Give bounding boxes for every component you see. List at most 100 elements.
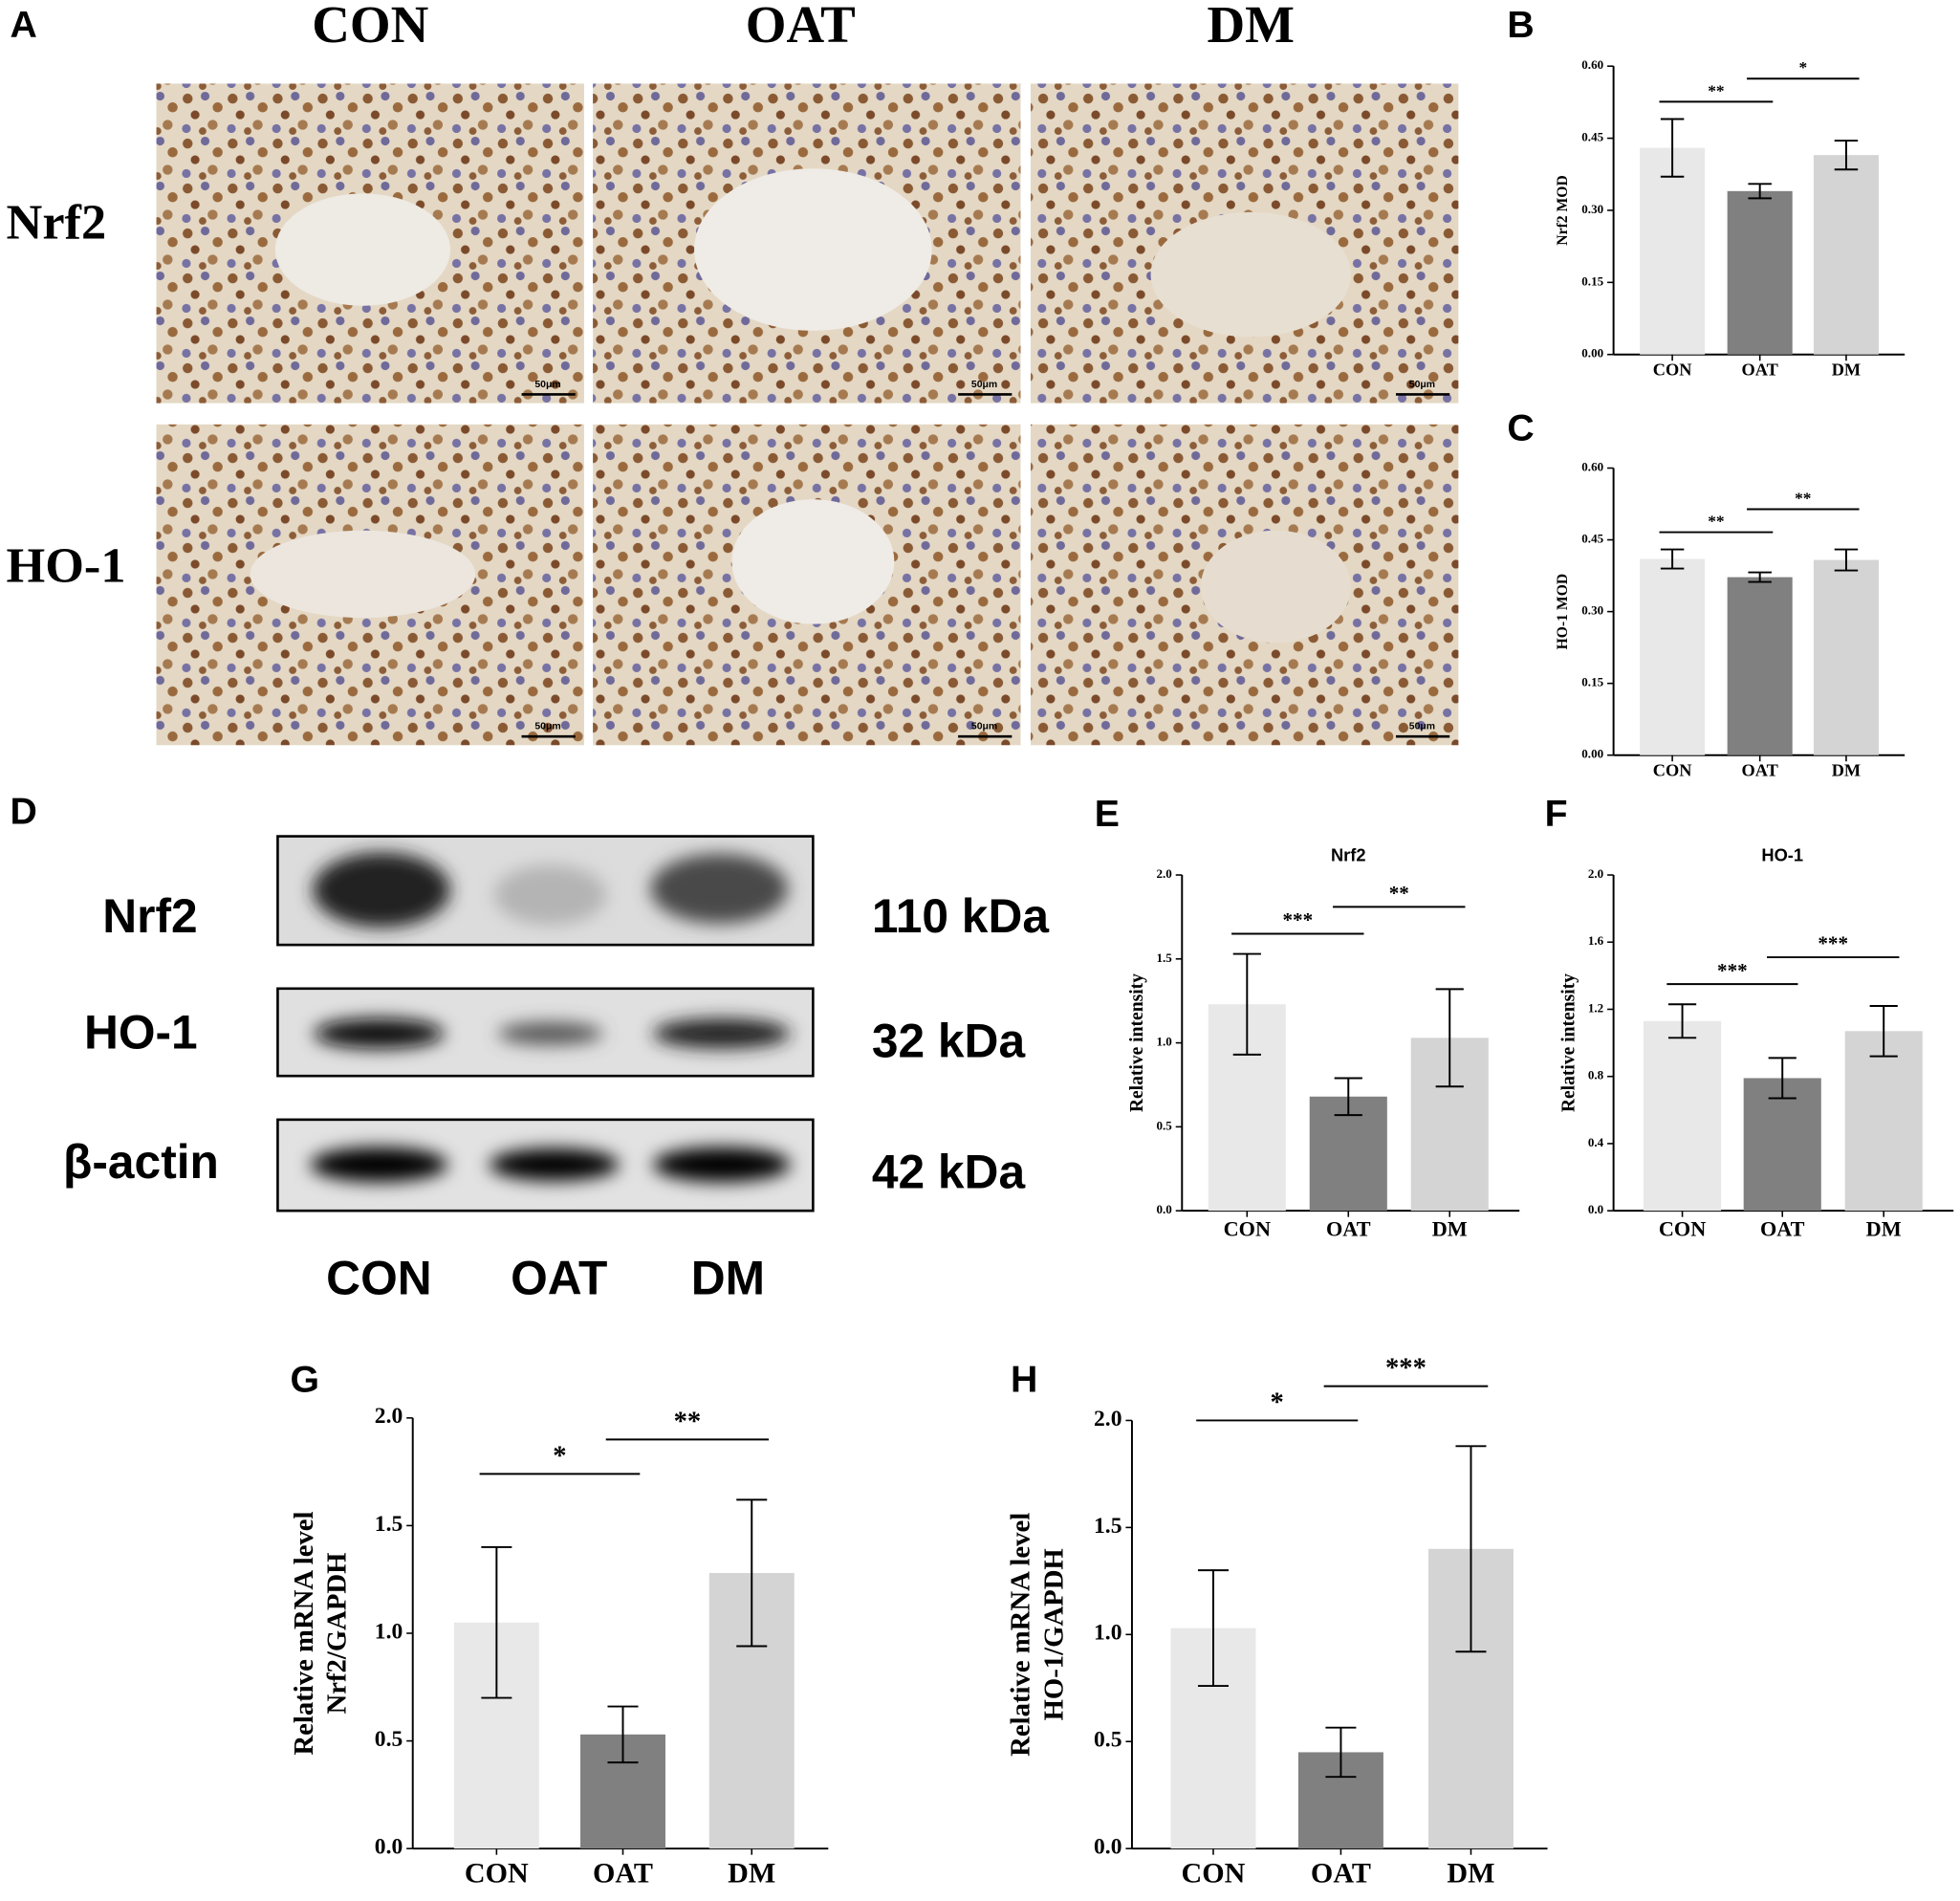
y-tick-label: 0.15: [1581, 273, 1603, 288]
band: [313, 852, 450, 928]
protein-label: Nrf2: [102, 889, 197, 943]
y-axis-label: Relative mRNA level: [1006, 1513, 1036, 1757]
significance-label: ***: [1818, 932, 1848, 955]
x-tick-label: CON: [1224, 1216, 1271, 1240]
column-header: OAT: [746, 0, 856, 54]
panel-letter: G: [291, 1359, 320, 1400]
y-tick-label: 0.8: [1588, 1068, 1604, 1082]
y-tick-label: 0.45: [1581, 130, 1603, 144]
scale-bar-label: 50μm: [1409, 721, 1435, 732]
band: [310, 1147, 448, 1183]
y-tick-label: 0.0: [1156, 1202, 1172, 1216]
bar: [1644, 1020, 1722, 1212]
y-axis-label: HO-1/GAPDH: [1038, 1548, 1069, 1720]
panel-letter: C: [1507, 408, 1534, 449]
significance-label: ***: [1717, 959, 1748, 982]
bar: [1727, 577, 1793, 755]
y-tick-label: 1.5: [375, 1512, 403, 1537]
y-tick-label: 0.0: [1588, 1202, 1604, 1216]
significance-label: **: [674, 1407, 702, 1436]
y-tick-label: 0.5: [375, 1727, 403, 1752]
x-tick-label: OAT: [593, 1857, 653, 1890]
band: [652, 1147, 791, 1183]
bar: [1640, 558, 1706, 755]
significance-label: **: [1795, 489, 1811, 507]
y-axis-label: Relative intensity: [1558, 973, 1579, 1112]
lumen: [1200, 530, 1351, 644]
panel-letter: D: [10, 791, 36, 832]
band: [652, 1018, 791, 1049]
y-tick-label: 0.5: [1094, 1728, 1122, 1753]
y-tick-label: 1.2: [1588, 1000, 1603, 1015]
ihc-images: 50μm 50μm 50μm 50μm 50μm 50μm: [156, 83, 1459, 746]
lumen: [274, 193, 450, 306]
y-tick-label: 0.45: [1581, 532, 1603, 546]
panel-letter: E: [1095, 794, 1120, 835]
y-tick-label: 2.0: [1588, 866, 1604, 881]
panel-letter: B: [1507, 5, 1534, 46]
x-tick-label: CON: [1182, 1857, 1246, 1890]
lumen: [250, 530, 476, 619]
y-tick-label: 0.00: [1581, 747, 1603, 761]
y-tick-label: 1.0: [375, 1619, 403, 1644]
bar: [1743, 1078, 1821, 1212]
x-tick-label: DM: [1432, 1216, 1468, 1240]
band: [493, 864, 607, 926]
y-tick-label: 1.6: [1588, 933, 1604, 948]
row-label: Nrf2: [7, 195, 107, 251]
column-header: CON: [312, 0, 428, 54]
bar: [1727, 190, 1793, 355]
chart-title: Nrf2: [1331, 844, 1366, 864]
significance-label: *: [553, 1441, 566, 1471]
y-tick-label: 0.30: [1581, 603, 1603, 618]
y-tick-label: 0.60: [1581, 460, 1603, 474]
size-label: 42 kDa: [872, 1146, 1026, 1199]
x-tick-label: CON: [1653, 760, 1692, 779]
y-tick-label: 0.0: [375, 1835, 403, 1860]
protein-label: HO-1: [84, 1006, 198, 1060]
x-tick-label: OAT: [1742, 360, 1778, 379]
significance-label: **: [1708, 512, 1724, 530]
scale-bar-label: 50μm: [971, 721, 997, 732]
lumen: [1150, 211, 1351, 338]
y-tick-label: 0.15: [1581, 675, 1603, 689]
y-tick-label: 2.0: [1156, 866, 1172, 881]
size-label: 32 kDa: [872, 1015, 1026, 1068]
y-tick-label: 0.60: [1581, 57, 1603, 72]
y-tick-label: 0.5: [1156, 1118, 1172, 1132]
significance-label: ***: [1282, 908, 1313, 931]
column-header: DM: [1207, 0, 1295, 54]
lumen: [731, 499, 895, 624]
x-tick-label: OAT: [1326, 1216, 1371, 1240]
y-tick-label: 1.5: [1094, 1514, 1122, 1539]
band: [489, 1147, 620, 1181]
bar: [1640, 147, 1706, 355]
band: [650, 853, 789, 924]
lane-label: DM: [691, 1252, 765, 1305]
x-tick-label: DM: [728, 1857, 775, 1890]
significance-label: **: [1708, 81, 1724, 99]
significance-label: *: [1798, 58, 1807, 76]
band: [497, 1022, 603, 1045]
x-tick-label: OAT: [1742, 760, 1778, 779]
y-tick-label: 1.0: [1094, 1621, 1122, 1646]
significance-label: *: [1271, 1388, 1284, 1418]
y-axis-label: Nrf2 MOD: [1555, 175, 1571, 245]
x-tick-label: CON: [1653, 360, 1692, 379]
lane-label: CON: [326, 1252, 431, 1305]
y-tick-label: 2.0: [375, 1404, 403, 1429]
scale-bar-label: 50μm: [971, 380, 997, 390]
x-tick-label: DM: [1832, 760, 1862, 779]
size-label: 110 kDa: [872, 889, 1050, 943]
y-tick-label: 0.4: [1588, 1135, 1604, 1149]
protein-label: β-actin: [63, 1135, 219, 1189]
y-axis-label: HO-1 MOD: [1555, 574, 1571, 650]
y-tick-label: 0.0: [1094, 1835, 1122, 1860]
y-axis-label: Nrf2/GAPDH: [322, 1553, 353, 1715]
y-tick-label: 2.0: [1094, 1407, 1122, 1431]
y-axis-label: Relative intensity: [1127, 973, 1147, 1112]
x-tick-label: DM: [1832, 360, 1862, 379]
lumen: [694, 168, 932, 331]
bar: [1813, 559, 1879, 755]
